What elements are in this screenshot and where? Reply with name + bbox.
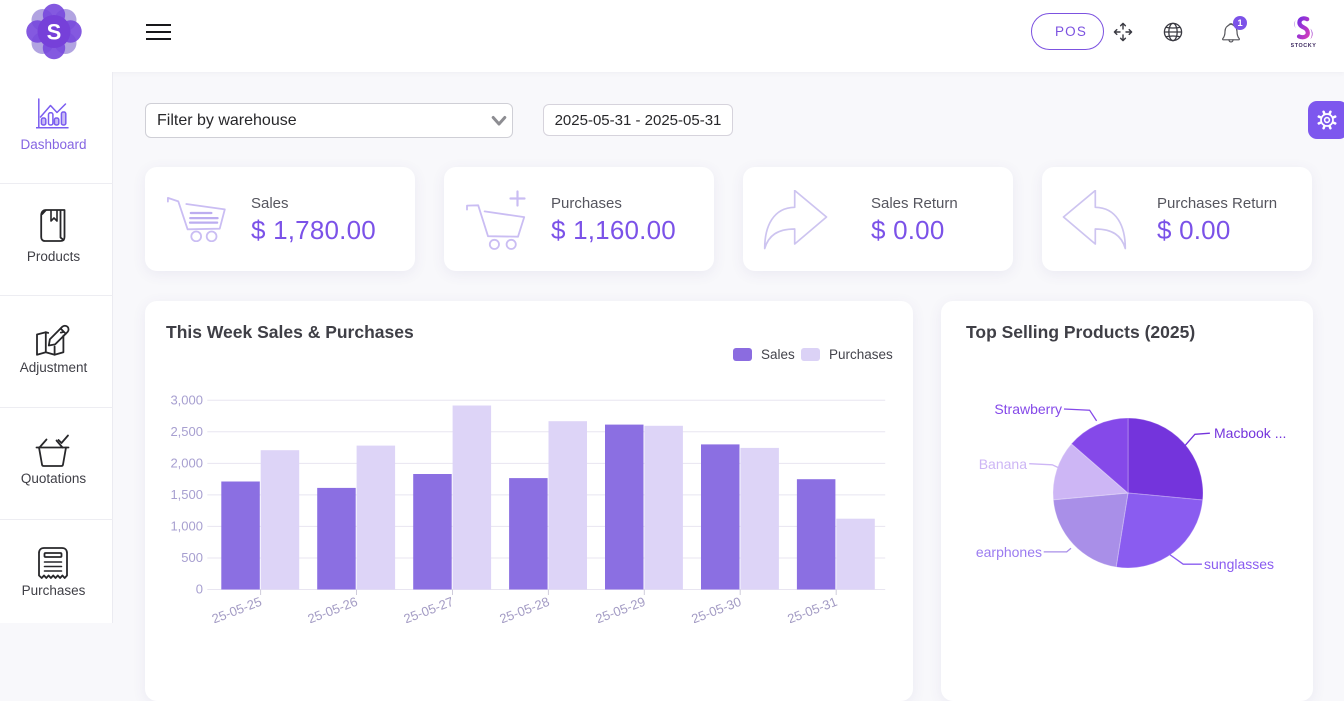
svg-text:sunglasses: sunglasses	[1204, 556, 1274, 572]
svg-text:Banana: Banana	[979, 456, 1027, 472]
svg-text:1,500: 1,500	[170, 487, 203, 502]
svg-text:25-05-26: 25-05-26	[306, 594, 360, 623]
svg-text:2,000: 2,000	[170, 456, 203, 471]
svg-text:Macbook ...: Macbook ...	[1214, 425, 1286, 441]
svg-text:25-05-27: 25-05-27	[402, 594, 456, 623]
svg-text:2,500: 2,500	[170, 424, 203, 439]
svg-text:0: 0	[196, 582, 203, 597]
svg-text:1,000: 1,000	[170, 519, 203, 534]
svg-text:STOCKY: STOCKY	[1291, 43, 1316, 49]
svg-text:S: S	[47, 20, 62, 45]
svg-text:500: 500	[181, 550, 203, 565]
svg-text:Strawberry: Strawberry	[994, 401, 1062, 417]
svg-text:25-05-25: 25-05-25	[210, 594, 264, 623]
svg-text:earphones: earphones	[976, 544, 1042, 560]
svg-text:3,000: 3,000	[170, 393, 203, 408]
svg-text:25-05-30: 25-05-30	[689, 594, 743, 623]
svg-text:25-05-31: 25-05-31	[785, 594, 839, 623]
svg-text:25-05-29: 25-05-29	[593, 594, 647, 623]
svg-text:25-05-28: 25-05-28	[498, 594, 552, 623]
